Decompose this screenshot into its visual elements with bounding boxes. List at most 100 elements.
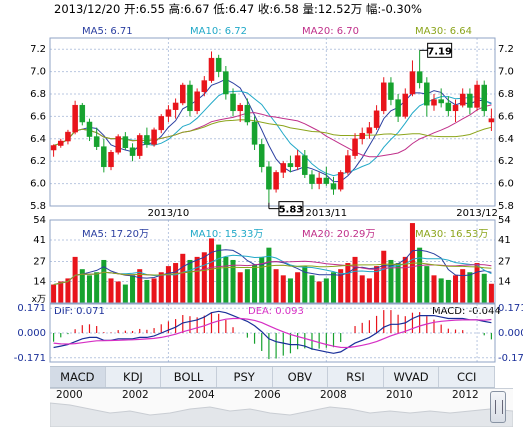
timeline-year: 2000 [56, 389, 83, 401]
volume-unit-label: x万 [32, 295, 46, 305]
volume-bar [108, 278, 114, 303]
candle-body [101, 146, 107, 168]
candle-body [402, 93, 409, 117]
volume-bar [323, 278, 329, 303]
candle-body [93, 136, 100, 147]
candle-body [323, 177, 330, 184]
timeline-handle[interactable] [490, 391, 506, 423]
high-marker-box [427, 42, 453, 58]
tab-cci[interactable]: CCI [439, 367, 495, 387]
volume-bar [316, 281, 322, 303]
tab-rsi[interactable]: RSI [328, 367, 384, 387]
x-tick-label: 2013/10 [148, 208, 190, 219]
volume-ma10-label: MA10: 15.33万 [190, 229, 264, 240]
macd-panel-frame [49, 303, 496, 363]
volume-bar [173, 263, 179, 303]
x-tick-label: 2013/11 [306, 208, 348, 219]
macd-tick-left: 0.000 [17, 328, 46, 339]
volume-bar [187, 259, 193, 303]
volume-bar [151, 278, 157, 303]
candle-body [187, 84, 193, 112]
price-tick-left: 5.8 [30, 201, 46, 212]
volume-bar [445, 279, 451, 303]
tab-obv[interactable]: OBV [273, 367, 329, 387]
volume-bar [266, 247, 272, 303]
volume-tick-left: 27 [33, 257, 46, 268]
candle-body [337, 172, 344, 190]
tab-psy[interactable]: PSY [217, 367, 273, 387]
volume-bar [417, 247, 423, 303]
candle-body [459, 93, 466, 106]
candle-body [373, 110, 380, 128]
price-tick-left: 7.0 [30, 67, 46, 78]
candle-body [302, 155, 308, 175]
tab-boll[interactable]: BOLL [161, 367, 217, 387]
candle-body [79, 104, 86, 123]
volume-bar [359, 275, 365, 303]
price-tick-left: 7.2 [30, 44, 46, 55]
candle-body [144, 135, 150, 145]
volume-bar [101, 259, 107, 303]
candle-body [86, 121, 93, 137]
macd-tick-right: 0.000 [498, 328, 523, 339]
volume-ma20-label: MA20: 20.29万 [302, 229, 376, 240]
price-tick-right: 7.0 [498, 67, 514, 78]
candle-body [136, 135, 143, 156]
candle-body [438, 99, 444, 104]
candle-body [316, 177, 322, 184]
candle-body [416, 71, 423, 84]
volume-ma5-label: MA5: 17.20万 [82, 229, 150, 240]
candle-body [488, 118, 495, 123]
volume-ma-line [53, 262, 492, 286]
tab-macd[interactable]: MACD [50, 367, 106, 387]
stock-chart[interactable]: 5.8 5.8 6.0 6.0 6.2 6.2 6.4 6.4 6.6 6.6 6.8 6.8 7.0 7… [0, 0, 523, 366]
candle-body [431, 99, 437, 106]
volume-bar [366, 278, 372, 303]
timeline-navigator[interactable]: 2000 2002 2004 2006 2008 2010 2012 [50, 388, 513, 427]
candle-body [352, 138, 358, 156]
price-tick-right: 6.6 [498, 111, 514, 122]
price-tick-left: 6.8 [30, 89, 46, 100]
volume-panel-frame [49, 219, 496, 304]
volume-bar [252, 264, 258, 303]
volume-bar [259, 256, 265, 303]
candle-body [237, 104, 243, 112]
candle-body [380, 82, 387, 112]
dif-line [53, 310, 492, 354]
candle-body [122, 136, 129, 149]
candle-body [72, 104, 78, 133]
volume-bar [295, 272, 301, 303]
volume-tick-right: 27 [498, 257, 511, 268]
volume-bar [388, 259, 394, 303]
macd-tick-right: 0.171 [498, 303, 523, 314]
volume-bar [280, 275, 286, 303]
volume-bar [381, 250, 387, 303]
candle-body [309, 174, 315, 184]
candle-body [223, 71, 229, 95]
candle-body [474, 84, 480, 108]
volume-bar [158, 272, 164, 303]
timeline-year: 2002 [122, 389, 149, 401]
macd-tick-left: 0.171 [17, 303, 46, 314]
candle-body [467, 93, 473, 108]
tab-kdj[interactable]: KDJ [106, 367, 162, 387]
volume-bar [467, 272, 473, 303]
candle-body [194, 91, 200, 112]
low-marker-label: 5.83 [279, 205, 304, 216]
volume-tick-left: 14 [33, 276, 46, 287]
volume-bar [165, 266, 171, 303]
candle-body [65, 131, 71, 142]
tab-wvad[interactable]: WVAD [384, 367, 440, 387]
candle-body [345, 155, 351, 173]
volume-tick-right: 41 [498, 235, 511, 246]
grip-icon [495, 400, 503, 414]
low-marker-box [278, 201, 304, 217]
dea-label: DEA: 0.093 [248, 306, 304, 317]
volume-bar [287, 278, 293, 303]
candle-body [251, 121, 258, 145]
candle-body [58, 140, 64, 146]
volume-bar [130, 275, 136, 303]
candle-body [208, 57, 215, 81]
volume-bar [374, 266, 380, 303]
candle-body [108, 151, 114, 168]
